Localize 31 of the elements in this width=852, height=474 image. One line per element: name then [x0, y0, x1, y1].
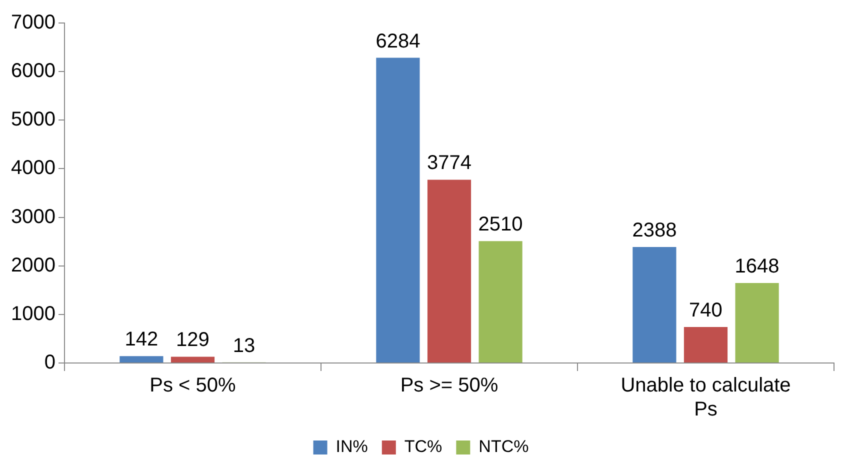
y-tick-label: 0: [44, 352, 56, 374]
data-label: 2388: [632, 220, 677, 242]
bar: [376, 58, 420, 362]
x-tick-label: Unable to calculate Ps: [620, 374, 791, 421]
data-label: 129: [176, 329, 210, 352]
data-label: 142: [124, 328, 158, 351]
legend-label: NTC%: [478, 437, 529, 456]
data-label: 13: [232, 334, 256, 357]
data-label: 6284: [376, 30, 420, 52]
data-label: 740: [689, 300, 722, 322]
bar: [478, 241, 522, 362]
y-tick-label: 1000: [10, 302, 56, 325]
legend-label: TC%: [404, 437, 442, 456]
bar: [684, 327, 728, 362]
bar: [170, 356, 215, 362]
y-tick-label: 2000: [10, 254, 56, 276]
bar: [120, 356, 164, 362]
y-tick-label: 7000: [10, 12, 56, 34]
x-tick-label: Ps >= 50%: [400, 374, 498, 397]
y-tick-label: 5000: [10, 108, 56, 131]
bar: [427, 180, 472, 362]
x-tick-label: Ps < 50%: [150, 374, 236, 397]
legend-label: IN%: [336, 437, 368, 456]
data-label: 2510: [478, 214, 523, 236]
y-tick-label: 3000: [10, 206, 56, 228]
y-tick-label: 6000: [10, 60, 56, 82]
bar: [735, 282, 779, 362]
bar: [632, 247, 676, 362]
data-label: 3774: [426, 152, 472, 174]
y-tick-label: 4000: [10, 157, 56, 180]
data-label: 1648: [734, 255, 780, 278]
